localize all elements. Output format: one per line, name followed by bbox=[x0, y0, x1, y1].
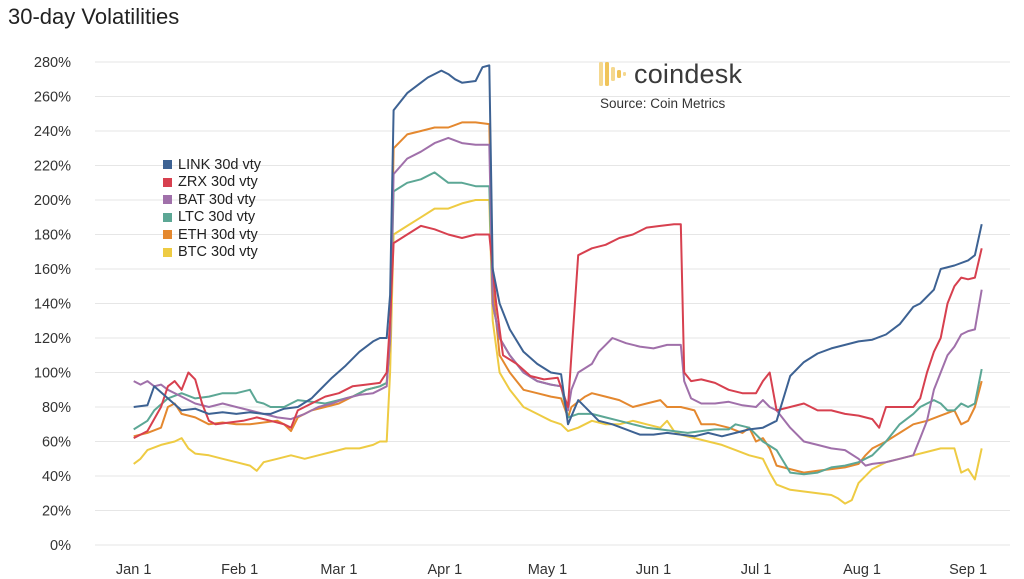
legend-swatch-btc bbox=[163, 247, 172, 257]
y-tick-label: 260% bbox=[34, 90, 71, 106]
coindesk-logo-icon bbox=[599, 62, 626, 86]
y-tick-label: 40% bbox=[42, 469, 71, 485]
series-lines bbox=[133, 64, 983, 505]
legend-label-btc: BTC 30d vty bbox=[178, 244, 258, 261]
x-tick-label: Mar 1 bbox=[320, 562, 357, 578]
legend-label-ltc: LTC 30d vty bbox=[178, 209, 256, 226]
series-line-link bbox=[133, 64, 983, 438]
y-tick-label: 240% bbox=[34, 124, 71, 140]
y-tick-label: 180% bbox=[34, 228, 71, 244]
y-tick-label: 60% bbox=[42, 435, 71, 451]
legend-item-ltc: LTC 30d vty bbox=[163, 209, 261, 227]
legend-swatch-bat bbox=[163, 195, 172, 205]
legend-label-bat: BAT 30d vty bbox=[178, 191, 256, 208]
x-tick-label: Feb 1 bbox=[221, 562, 258, 578]
y-tick-label: 0% bbox=[50, 538, 71, 554]
grid-lines bbox=[95, 61, 1010, 546]
legend-item-bat: BAT 30d vty bbox=[163, 191, 261, 209]
series-line-zrx bbox=[133, 223, 983, 439]
legend-label-eth: ETH 30d vty bbox=[178, 226, 258, 243]
legend-label-zrx: ZRX 30d vty bbox=[178, 174, 258, 191]
y-tick-label: 200% bbox=[34, 193, 71, 209]
chart-title: 30-day Volatilities bbox=[8, 4, 180, 29]
y-tick-label: 220% bbox=[34, 159, 71, 175]
x-tick-label: Jun 1 bbox=[636, 562, 671, 578]
x-tick-label: May 1 bbox=[528, 562, 568, 578]
legend-swatch-eth bbox=[163, 230, 172, 240]
series-line-bat bbox=[133, 136, 983, 467]
legend-swatch-link bbox=[163, 160, 172, 170]
coindesk-wordmark: coindesk bbox=[634, 58, 743, 89]
y-tick-label: 100% bbox=[34, 366, 71, 382]
x-tick-label: Aug 1 bbox=[843, 562, 881, 578]
y-axis-ticks: 0% 20% 40% 60% 80% 100% 120% 140% 160% 180% 200% 22… bbox=[34, 55, 71, 554]
x-tick-label: Jan 1 bbox=[116, 562, 151, 578]
x-axis-ticks: Jan 1 Feb 1 Mar 1 Apr 1 May 1 Jun 1 Jul 1 Aug 1… bbox=[116, 562, 987, 578]
y-tick-label: 280% bbox=[34, 55, 71, 71]
source-note: Source: Coin Metrics bbox=[600, 96, 726, 111]
legend: LINK 30d vty ZRX 30d vty BAT 30d vty LTC… bbox=[163, 156, 261, 261]
legend-item-link: LINK 30d vty bbox=[163, 156, 261, 174]
coindesk-logo: coindesk bbox=[596, 58, 742, 90]
legend-swatch-ltc bbox=[163, 212, 172, 222]
y-tick-label: 120% bbox=[34, 331, 71, 347]
legend-item-zrx: ZRX 30d vty bbox=[163, 174, 261, 192]
legend-item-eth: ETH 30d vty bbox=[163, 226, 261, 244]
legend-swatch-zrx bbox=[163, 177, 172, 187]
y-tick-label: 20% bbox=[42, 504, 71, 520]
series-line-btc bbox=[133, 199, 983, 505]
y-tick-label: 80% bbox=[42, 400, 71, 416]
legend-label-link: LINK 30d vty bbox=[178, 156, 262, 173]
x-tick-label: Jul 1 bbox=[741, 562, 772, 578]
y-tick-label: 160% bbox=[34, 262, 71, 278]
x-tick-label: Sep 1 bbox=[949, 562, 987, 578]
legend-item-btc: BTC 30d vty bbox=[163, 244, 261, 262]
y-tick-label: 140% bbox=[34, 297, 71, 313]
x-tick-label: Apr 1 bbox=[428, 562, 463, 578]
